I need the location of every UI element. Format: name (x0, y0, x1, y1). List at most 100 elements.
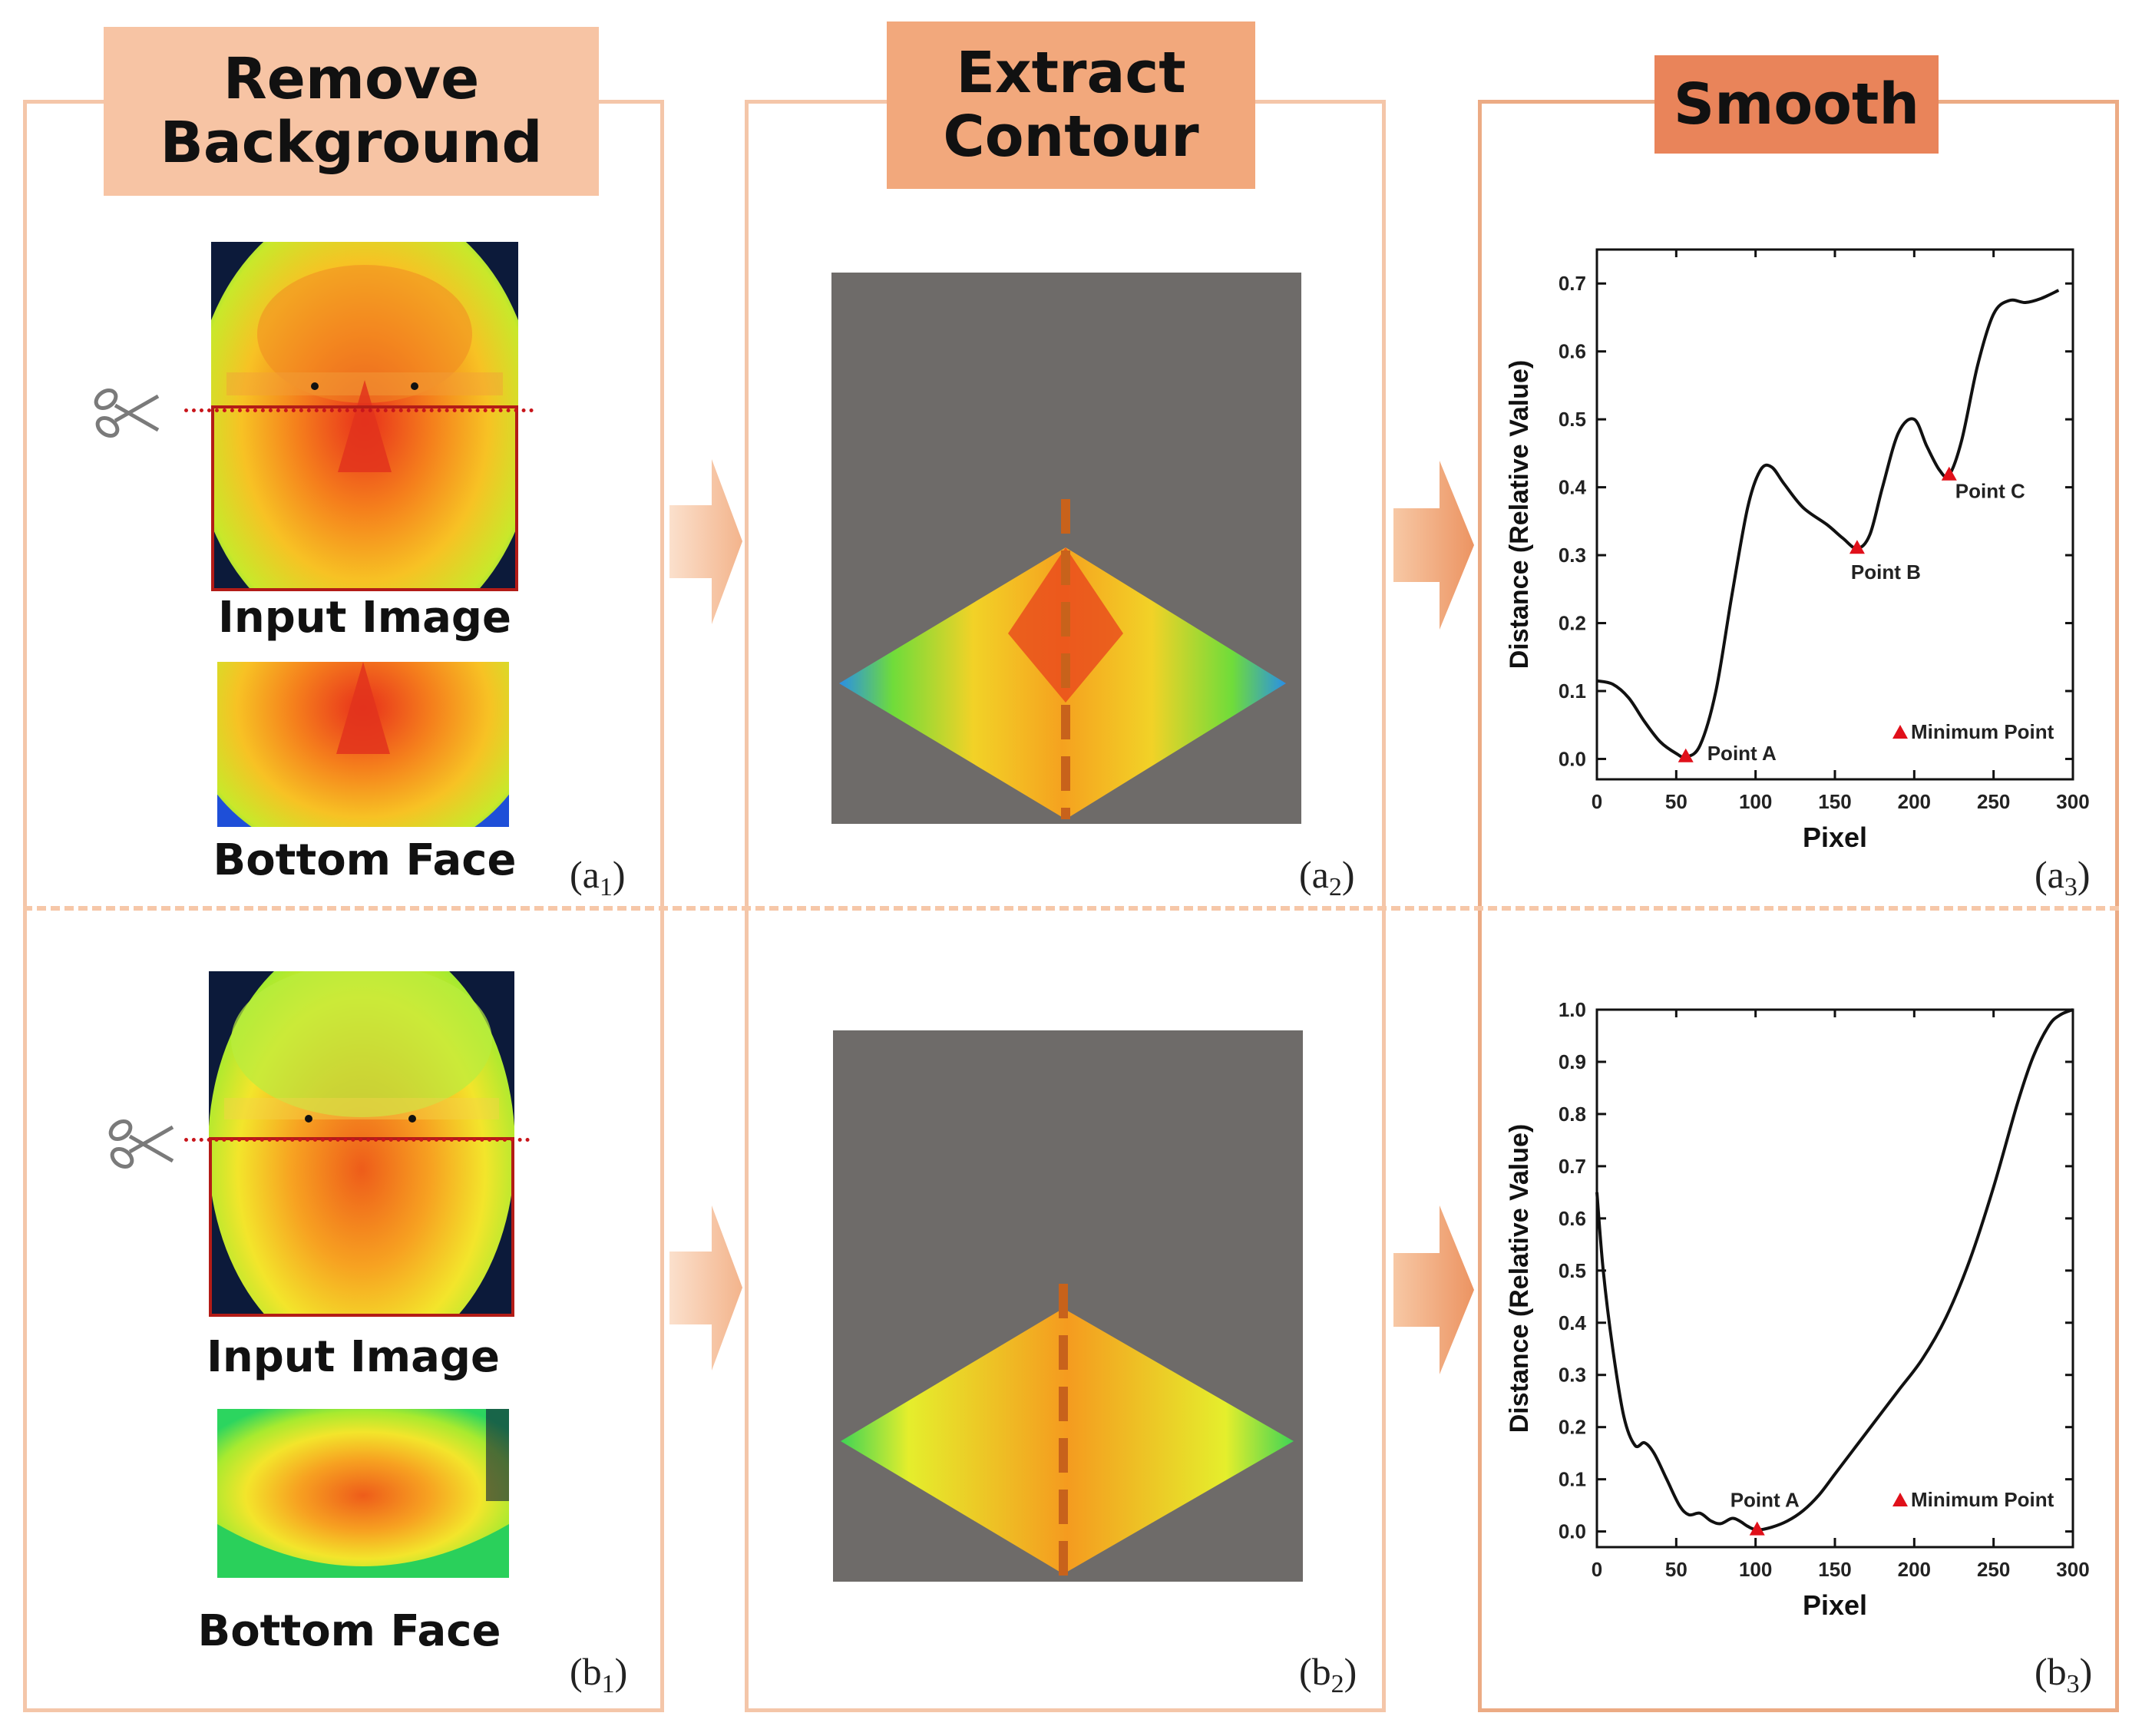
extract-contour-header: Extract Contour (887, 21, 1255, 189)
tag-a2-end: ) (1341, 853, 1355, 896)
minimum-point-marker (1749, 1521, 1765, 1536)
minimum-point-label: Point B (1851, 560, 1921, 584)
x-tick-label: 150 (1818, 1558, 1851, 1581)
minimum-point-label: Point A (1707, 742, 1777, 765)
distance-chart-b: 0 50 100 150 200 250 300 0.0 0.1 0.2 0.3 0.4 0.5 0.6 0… (1505, 998, 2090, 1621)
y-tick-label: 0.6 (1559, 340, 1586, 363)
legend-label: Minimum Point (1911, 720, 2054, 743)
distance-chart-a: 0 50 100 150 200 250 300 0.0 0.1 0.2 0.3 0.4 0.5 0.6 0… (1505, 248, 2090, 853)
y-tick-label: 0.2 (1559, 1416, 1586, 1439)
right-arrow-icon (669, 459, 742, 624)
remove-background-header: Remove Background (104, 27, 599, 196)
minimum-point-marker (1849, 540, 1865, 554)
x-tick-label: 150 (1818, 790, 1851, 813)
smooth-header: Smooth (1654, 55, 1939, 154)
tag-b2-sub: 2 (1330, 1670, 1344, 1698)
tag-a3-sub: 3 (2064, 873, 2078, 901)
remove-background-title: Remove Background (160, 46, 543, 176)
y-tick-label: 0.2 (1559, 612, 1586, 635)
x-tick-label: 50 (1665, 790, 1687, 813)
y-tick-label: 0.3 (1559, 544, 1586, 567)
y-tick-label: 0.3 (1559, 1364, 1586, 1387)
x-tick-label: 50 (1665, 1558, 1687, 1581)
smooth-title: Smooth (1673, 71, 1920, 137)
y-tick-label: 0.6 (1559, 1207, 1586, 1230)
x-axis-label: Pixel (1803, 1589, 1867, 1621)
input-image-caption-b: Input Image (207, 1332, 500, 1382)
y-tick-label: 0.0 (1559, 1520, 1586, 1543)
x-tick-label: 250 (1977, 1558, 2010, 1581)
y-tick-label: 0.5 (1559, 1259, 1586, 1282)
tag-a2: (a2) (1299, 852, 1355, 902)
tag-b3-end: ) (2079, 1650, 2093, 1693)
y-axis-label: Distance (Relative Value) (1505, 360, 1534, 670)
minimum-point-label: Point C (1955, 480, 2025, 503)
cut-line-a (184, 408, 534, 412)
tag-a3: (a3) (2035, 852, 2091, 902)
bottom-face-caption-b: Bottom Face (197, 1606, 501, 1656)
scissors-icon (94, 389, 160, 438)
input-image-b (209, 971, 514, 1317)
tag-b2-base: (b (1299, 1650, 1331, 1693)
tag-b1: (b1) (570, 1649, 627, 1699)
y-tick-label: 0.4 (1559, 476, 1587, 499)
tag-a1: (a1) (570, 852, 626, 902)
y-tick-label: 0.5 (1559, 408, 1586, 431)
y-tick-label: 0.1 (1559, 680, 1586, 703)
tag-b1-end: ) (614, 1650, 628, 1693)
x-tick-label: 0 (1592, 790, 1602, 813)
cut-line-b (184, 1138, 530, 1142)
x-tick-label: 0 (1592, 1558, 1602, 1581)
minimum-point-marker (1678, 748, 1694, 762)
tag-a2-base: (a (1299, 853, 1329, 896)
right-arrow-icon (1393, 1205, 1474, 1374)
tag-b3-base: (b (2035, 1650, 2067, 1693)
y-tick-label: 0.8 (1559, 1103, 1586, 1126)
contour-image-b (833, 1030, 1303, 1582)
y-tick-label: 0.7 (1559, 1155, 1586, 1178)
y-axis-label: Distance (Relative Value) (1505, 1124, 1534, 1433)
tag-a1-base: (a (570, 853, 600, 896)
tag-b3-sub: 3 (2066, 1670, 2080, 1698)
x-tick-label: 300 (2056, 1558, 2089, 1581)
tag-b2-end: ) (1344, 1650, 1357, 1693)
input-image-a (211, 242, 518, 591)
x-tick-label: 100 (1739, 1558, 1772, 1581)
contour-image-a (831, 273, 1301, 824)
legend-marker (1892, 725, 1908, 739)
x-tick-label: 300 (2056, 790, 2089, 813)
row-divider (23, 906, 2119, 911)
x-tick-label: 250 (1977, 790, 2010, 813)
minimum-point-marker (1941, 466, 1957, 481)
y-tick-label: 0.7 (1559, 272, 1586, 295)
tag-b2: (b2) (1299, 1649, 1357, 1699)
x-tick-label: 200 (1898, 1558, 1931, 1581)
x-tick-label: 100 (1739, 790, 1772, 813)
legend-label: Minimum Point (1911, 1488, 2054, 1511)
tag-b1-base: (b (570, 1650, 602, 1693)
tag-b1-sub: 1 (601, 1670, 615, 1698)
bottom-face-image-a (217, 662, 509, 827)
y-tick-label: 0.4 (1559, 1311, 1587, 1334)
tag-a3-base: (a (2035, 853, 2064, 896)
bottom-face-image-b (217, 1409, 509, 1578)
right-arrow-icon (669, 1205, 742, 1371)
x-axis-label: Pixel (1803, 822, 1867, 853)
plot-frame (1595, 248, 2074, 781)
y-tick-label: 0.0 (1559, 747, 1586, 770)
tag-a2-sub: 2 (1328, 873, 1342, 901)
bottom-face-caption-a: Bottom Face (213, 835, 517, 885)
right-arrow-icon (1393, 461, 1474, 630)
minimum-point-label: Point A (1730, 1489, 1800, 1512)
x-tick-label: 200 (1898, 790, 1931, 813)
y-tick-label: 0.9 (1559, 1050, 1586, 1073)
extract-contour-title: Extract Contour (943, 40, 1199, 170)
legend-marker (1892, 1493, 1908, 1506)
tag-a3-end: ) (2077, 853, 2091, 896)
plot-frame (1595, 1008, 2074, 1549)
tag-b3: (b3) (2035, 1649, 2092, 1699)
tag-a1-end: ) (612, 853, 626, 896)
series-line (1596, 289, 2060, 759)
y-tick-label: 1.0 (1559, 998, 1586, 1021)
y-tick-label: 0.1 (1559, 1468, 1586, 1491)
